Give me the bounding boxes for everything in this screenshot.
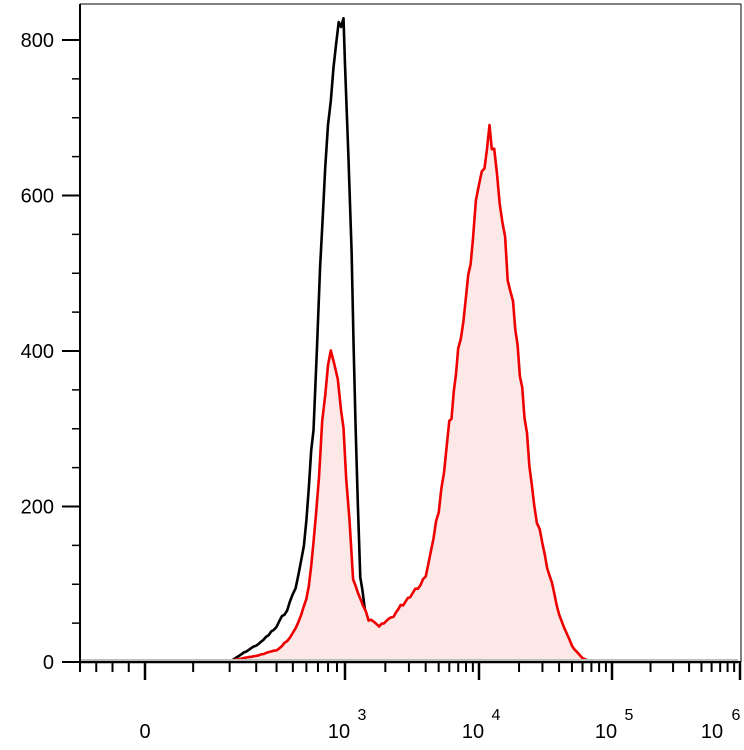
y-tick-label: 400	[21, 341, 54, 363]
series-layer	[223, 16, 592, 664]
x-tick-label-exponent: 6	[732, 707, 741, 724]
y-tick-label: 600	[21, 186, 54, 208]
series-line-1	[223, 123, 592, 664]
y-tick-label: 200	[21, 497, 54, 519]
y-tick-label: 0	[43, 652, 54, 674]
x-tick-label: 0	[139, 721, 150, 743]
x-tick-label-exponent: 4	[492, 707, 501, 724]
x-tick-label: 10	[595, 721, 617, 743]
axes-layer	[79, 3, 742, 663]
x-tick-label: 10	[462, 721, 484, 743]
x-tick-label-exponent: 3	[358, 707, 367, 724]
x-tick-label: 10	[701, 721, 723, 743]
x-tick-label: 10	[328, 721, 350, 743]
y-tick-label: 800	[21, 30, 54, 52]
tick-layer	[62, 39, 742, 680]
x-tick-label-exponent: 5	[625, 707, 634, 724]
label-layer: 0 200 400 600 800 0 10 3 10 4 10 5 10 6	[21, 30, 741, 743]
